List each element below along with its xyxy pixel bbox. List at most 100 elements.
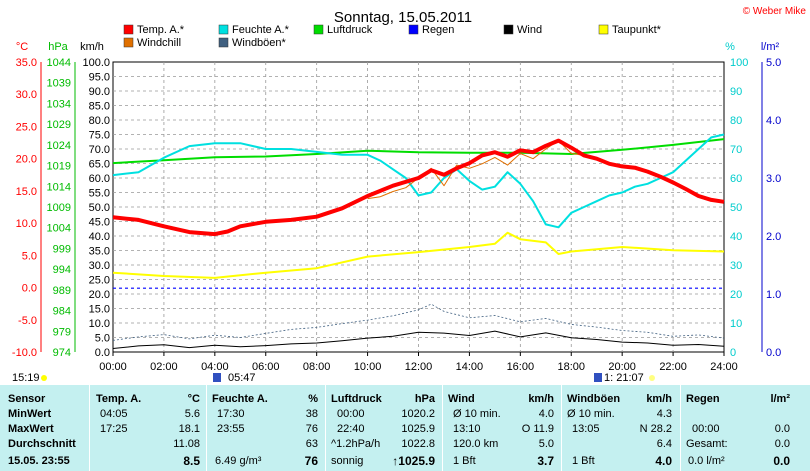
humidity-time: 17:30: [217, 408, 245, 420]
humidity-unit: %: [725, 41, 735, 53]
divider: [206, 385, 207, 471]
wind-tick-label: 35.0: [89, 246, 110, 258]
header-sensor: Sensor: [8, 393, 46, 405]
humidity-value: 38: [305, 408, 318, 420]
wind-tick-label: 60.0: [89, 173, 110, 185]
row-label-current: 15.05. 23:55: [8, 455, 70, 467]
divider: [325, 385, 326, 471]
pressure-tick-label: 994: [53, 264, 71, 276]
series-line-temp-a: [112, 138, 725, 237]
legend-label: Feuchte A.*: [232, 24, 290, 36]
humidity-tick-label: 10: [730, 318, 742, 330]
sunset-time: 1: 21:07: [604, 372, 644, 384]
temp-time: 17:25: [100, 423, 128, 435]
humidity-tick-label: 30: [730, 260, 742, 272]
row-label: MaxWert: [8, 423, 54, 435]
temp-unit: °C: [16, 41, 28, 53]
rain-unit: l/m²: [761, 41, 780, 53]
rain-today: 0.0 l/m²: [688, 455, 725, 467]
wind-tick-label: 85.0: [89, 101, 110, 113]
pressure-value: 1022.8: [401, 438, 435, 450]
temp-value: 5.6: [184, 408, 200, 420]
pressure-unit: hPa: [48, 41, 68, 53]
wind-tick-label: 65.0: [89, 159, 110, 171]
statistics-panel: Sensor Temp. A. °C Feuchte A. % Luftdruc…: [0, 385, 810, 471]
wind-time: 13:10: [453, 423, 481, 435]
legend-swatch: [123, 24, 134, 35]
legend-swatch: [503, 24, 514, 35]
humidity-tick-label: 0: [730, 347, 736, 359]
wind-tick-label: 20.0: [89, 289, 110, 301]
header-wind: Wind: [448, 393, 475, 405]
temp-tick-label: -10.0: [12, 347, 37, 359]
x-tick-label: 18:00: [557, 361, 585, 373]
header-wind-unit: km/h: [528, 393, 554, 405]
sun-icon-right: [649, 375, 655, 381]
pressure-tick-label: 1034: [47, 98, 71, 110]
rain-value: 0.0: [774, 438, 790, 450]
rain-tick-label: 0.0: [766, 347, 781, 359]
wind-tick-label: 90.0: [89, 86, 110, 98]
wind-tick-label: 55.0: [89, 188, 110, 200]
pressure-tick-label: 1039: [47, 78, 71, 90]
legend-swatch: [313, 24, 324, 35]
wind-value: 5.0: [538, 438, 554, 450]
rain-current: 0.0: [773, 454, 790, 468]
rain-tick-label: 2.0: [766, 231, 781, 243]
wind-tick-label: 5.0: [95, 333, 110, 345]
wind-tick-label: 15.0: [89, 304, 110, 316]
pressure-tick-label: 1014: [47, 181, 71, 193]
series-line-luftdruck: [112, 138, 725, 165]
wind-tick-label: 70.0: [89, 144, 110, 156]
temp-time: 04:05: [100, 408, 128, 420]
sun-time-left: 15:19: [12, 372, 40, 384]
wind-current: 3.7: [537, 454, 554, 468]
wind-value: 4.0: [538, 408, 554, 420]
temp-tick-label: 0.0: [22, 283, 37, 295]
copyright: © Weber Mike: [743, 6, 807, 17]
pressure-tick-label: 979: [53, 326, 71, 338]
pressure-tick-label: 1004: [47, 223, 71, 235]
temp-tick-label: 35.0: [16, 57, 37, 69]
wind-tick-label: 0.0: [95, 347, 110, 359]
legend-label: Regen: [422, 24, 454, 36]
humidity-tick-label: 40: [730, 231, 742, 243]
header-rain: Regen: [686, 393, 720, 405]
wind-tick-label: 75.0: [89, 130, 110, 142]
legend-label: Wind: [517, 24, 542, 36]
x-tick-label: 22:00: [659, 361, 687, 373]
humidity-value: 63: [305, 438, 318, 450]
grid: [113, 62, 724, 352]
header-rain-unit: l/m²: [770, 393, 790, 405]
series-line-windchill: [367, 140, 585, 200]
wind-distance: 120.0 km: [453, 438, 499, 450]
series-lines: [112, 133, 725, 349]
pressure-trend: ^1.2hPa/h: [331, 438, 381, 450]
header-humidity: Feuchte A.: [212, 393, 268, 405]
pressure-time: 22:40: [337, 423, 365, 435]
temp-tick-label: 5.0: [22, 250, 37, 262]
abs-humidity: 6.49 g/m³: [215, 455, 262, 467]
wind-tick-label: 25.0: [89, 275, 110, 287]
temp-tick-label: 25.0: [16, 121, 37, 133]
pressure-tick-label: 974: [53, 347, 71, 359]
sunrise-icon: [213, 373, 221, 382]
header-gust-unit: km/h: [646, 393, 672, 405]
pressure-tick-label: 989: [53, 285, 71, 297]
rain-tick-label: 5.0: [766, 57, 781, 69]
pressure-value: 1025.9: [401, 423, 435, 435]
wind-bft: 1 Bft: [453, 455, 476, 467]
pressure-tick-label: 984: [53, 306, 71, 318]
series-line-wind: [112, 330, 725, 349]
sunset-icon: [594, 373, 602, 382]
temp-value: 11.08: [173, 438, 200, 450]
temp-tick-label: 15.0: [16, 186, 37, 198]
rain-tick-label: 1.0: [766, 289, 781, 301]
divider: [561, 385, 562, 471]
row-label: Durchschnitt: [8, 438, 76, 450]
gust-value: 6.4: [656, 438, 672, 450]
divider: [89, 385, 90, 471]
wind-tick-label: 30.0: [89, 260, 110, 272]
x-tick-label: 08:00: [303, 361, 331, 373]
wind-tick-label: 40.0: [89, 231, 110, 243]
